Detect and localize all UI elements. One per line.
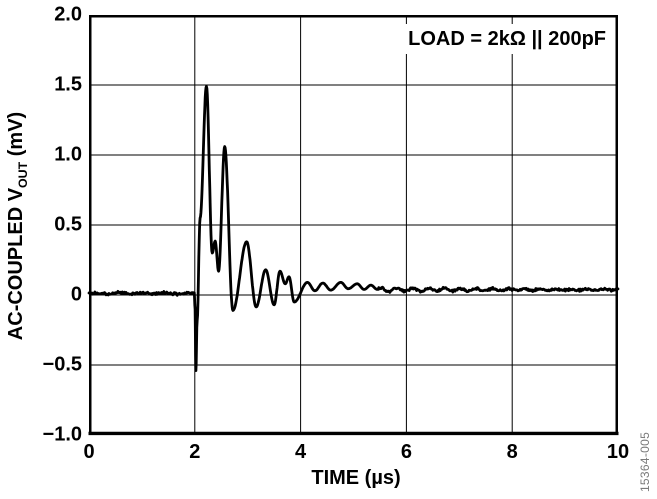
y-tick-label: −1.0 bbox=[42, 423, 82, 446]
x-tick-label: 8 bbox=[506, 441, 518, 463]
y-tick-label: 1.5 bbox=[54, 73, 82, 96]
x-tick-label: 2 bbox=[189, 441, 201, 463]
x-tick-label: 6 bbox=[400, 441, 412, 463]
x-tick-label: 4 bbox=[295, 441, 307, 463]
y-axis-title-subscript: OUT bbox=[16, 161, 30, 188]
y-axis-title-suffix: (mV) bbox=[5, 111, 27, 162]
y-tick-label: 2.0 bbox=[54, 3, 82, 26]
waveform-trace bbox=[87, 85, 620, 372]
figure-number-watermark: 15364-005 bbox=[638, 431, 652, 493]
x-tick-label: 10 bbox=[606, 441, 630, 463]
plot-area bbox=[87, 15, 620, 436]
y-axis-title-prefix: AC-COUPLED V bbox=[5, 187, 27, 341]
y-axis-title: AC-COUPLED VOUT (mV) bbox=[5, 111, 30, 341]
x-tick-label: 0 bbox=[83, 441, 95, 463]
load-condition-annotation: LOAD = 2kΩ || 200pF bbox=[402, 24, 612, 54]
x-axis-title: TIME (µs) bbox=[311, 467, 401, 489]
y-tick-label: 1.0 bbox=[54, 143, 82, 166]
y-tick-label: 0 bbox=[70, 283, 82, 306]
y-tick-label: −0.5 bbox=[42, 353, 82, 376]
y-tick-label: 0.5 bbox=[54, 213, 82, 236]
